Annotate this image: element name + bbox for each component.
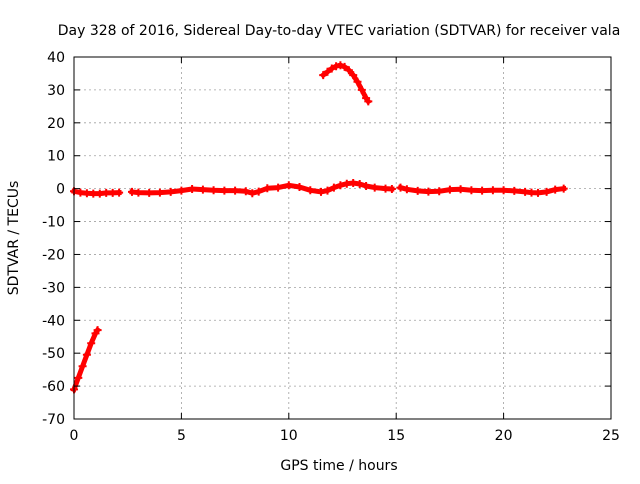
data-point — [284, 181, 293, 190]
data-point — [93, 326, 102, 335]
data-point — [396, 183, 405, 192]
data-point — [336, 181, 345, 190]
data-point — [155, 188, 164, 197]
data-point — [340, 62, 349, 71]
data-point — [542, 187, 551, 196]
data-point — [74, 373, 83, 382]
data-point — [319, 71, 328, 80]
data-point — [357, 85, 366, 94]
data-point — [499, 186, 508, 195]
data-point — [387, 185, 396, 193]
data-point — [413, 186, 422, 195]
data-point — [488, 186, 497, 195]
data-point — [82, 350, 91, 359]
data-point — [323, 67, 332, 76]
data-point — [355, 180, 364, 188]
data-point — [263, 184, 272, 193]
data-point — [188, 185, 197, 193]
data-point — [254, 187, 263, 196]
y-tick-label: -30 — [42, 280, 65, 296]
data-point — [198, 185, 207, 194]
x-tick-label: 25 — [602, 428, 620, 444]
data-point — [364, 97, 373, 106]
data-point — [241, 187, 250, 196]
data-point — [274, 183, 283, 192]
data-point — [329, 183, 338, 192]
plot-frame — [73, 56, 612, 420]
y-tick-label: 0 — [56, 182, 65, 198]
y-axis-label: SDTVAR / TECUs — [6, 181, 22, 296]
data-point — [306, 186, 315, 195]
data-point — [424, 187, 433, 196]
y-tick-label: 10 — [47, 149, 65, 165]
y-tick-label: -10 — [42, 215, 65, 231]
y-tick-label: 30 — [47, 83, 65, 99]
data-point — [295, 183, 304, 191]
data-point — [145, 188, 154, 197]
x-tick-label: 0 — [70, 428, 79, 444]
data-point — [336, 61, 345, 70]
data-point — [344, 66, 353, 75]
data-point — [317, 187, 325, 196]
data-point — [435, 187, 444, 196]
data-point — [510, 186, 519, 195]
data-point — [78, 362, 87, 371]
x-tick-label: 10 — [280, 428, 298, 444]
data-point — [220, 186, 229, 195]
x-tick-label: 20 — [495, 428, 513, 444]
data-point — [209, 186, 218, 195]
y-tick-label: -60 — [42, 379, 65, 395]
chart-title: Day 328 of 2016, Sidereal Day-to-day VTE… — [58, 23, 621, 39]
data-point — [87, 339, 96, 348]
data-point — [349, 71, 358, 80]
y-tick-label: 20 — [47, 116, 65, 132]
x-tick-label: 5 — [177, 428, 186, 444]
data-point — [177, 186, 186, 195]
data-point — [559, 184, 568, 193]
x-tick-label: 15 — [387, 428, 405, 444]
grid — [74, 57, 611, 419]
y-tick-label: -50 — [42, 346, 65, 362]
data-point — [402, 185, 411, 194]
data-point — [327, 64, 336, 73]
axis-ticks: 0 5 10 15 20 25 -70 -60 -50 -40 -30 -20 -10 0 10 20 30 40 — [42, 50, 620, 444]
data-point — [467, 186, 476, 195]
data-point — [323, 186, 332, 195]
data-point — [231, 186, 240, 195]
data-point — [134, 188, 143, 197]
y-tick-label: -40 — [42, 313, 65, 329]
data-point — [115, 188, 124, 197]
data-point — [166, 187, 175, 196]
x-axis-label: GPS time / hours — [280, 458, 397, 474]
data-point — [445, 185, 454, 194]
data-point — [248, 189, 257, 198]
y-tick-label: 40 — [47, 50, 65, 66]
data-point — [551, 185, 560, 194]
data-point — [456, 185, 465, 194]
data-point — [478, 186, 487, 195]
data-point — [362, 182, 371, 190]
data-point — [534, 188, 542, 197]
data-point — [370, 183, 379, 192]
series-group — [70, 61, 568, 394]
data-point — [353, 77, 362, 86]
y-tick-label: -70 — [42, 412, 65, 428]
y-tick-label: -20 — [42, 247, 65, 263]
